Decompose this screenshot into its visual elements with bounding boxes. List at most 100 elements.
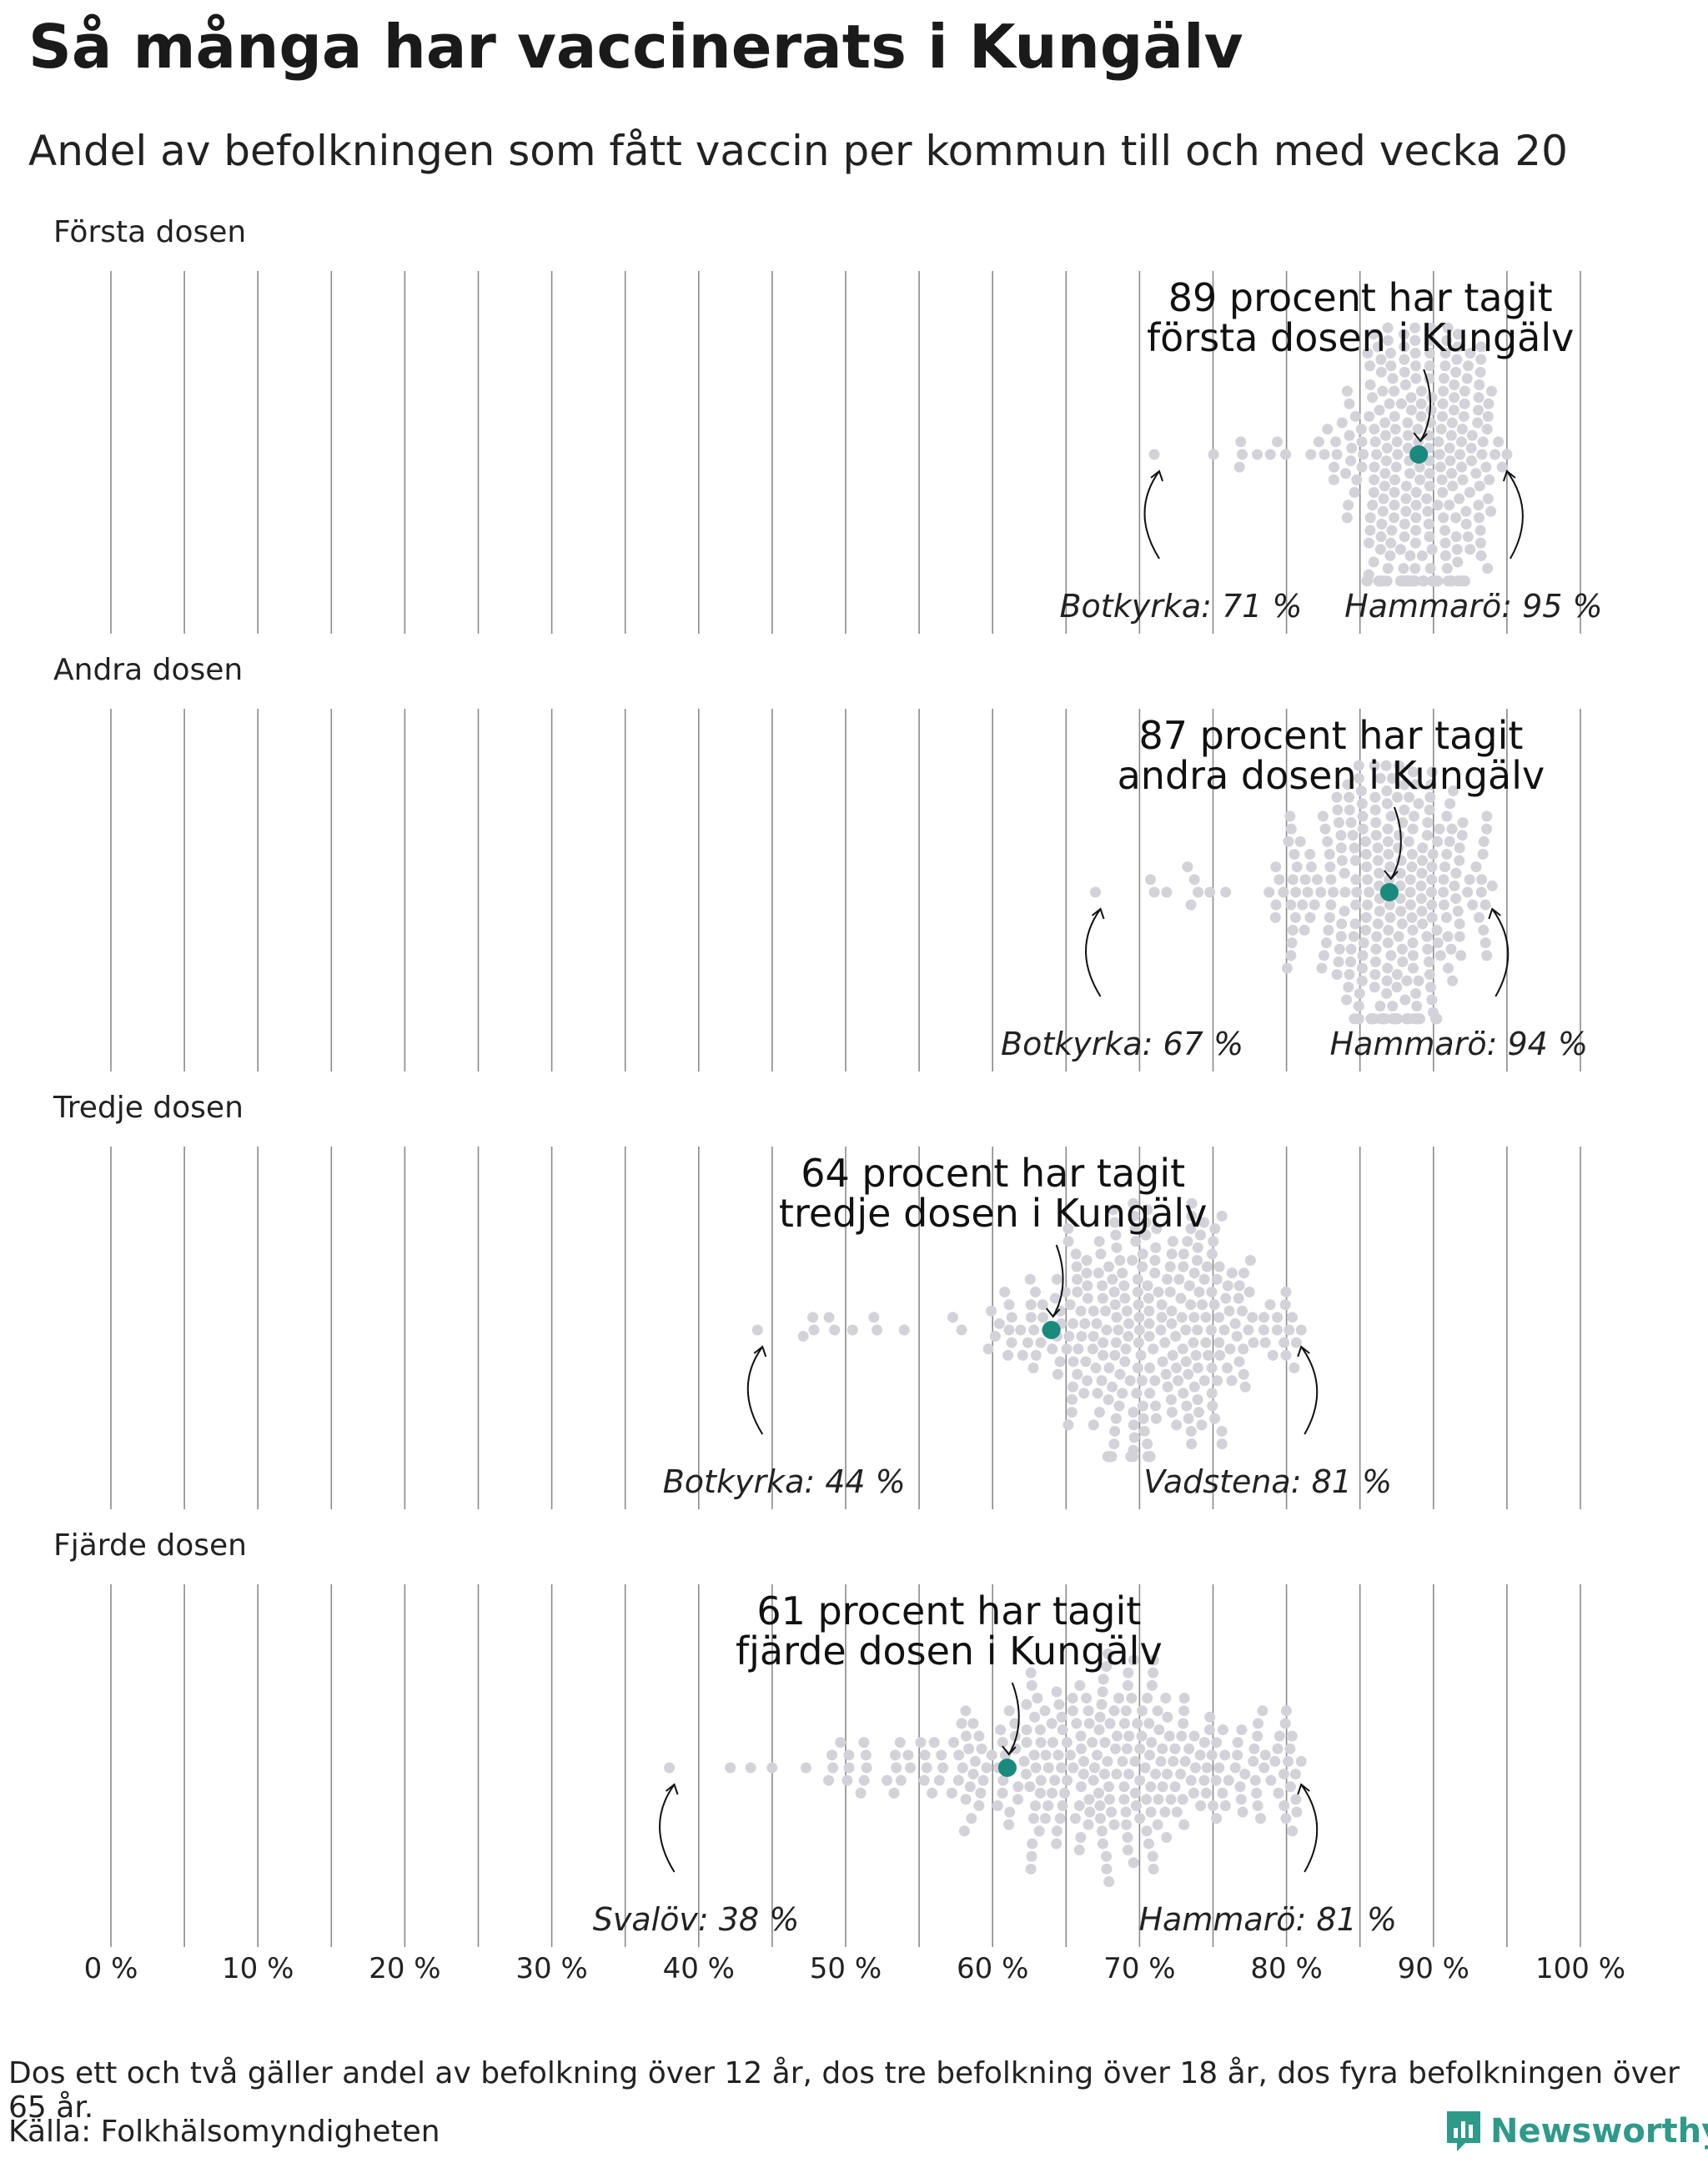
swarm-dot: [1051, 1686, 1062, 1698]
swarm-dot: [1418, 575, 1429, 587]
swarm-dot: [1239, 1381, 1251, 1393]
swarm-dot: [1171, 1363, 1183, 1374]
swarm-dot: [1258, 1324, 1269, 1336]
swarm-dot: [1322, 836, 1334, 847]
swarm-dot: [1209, 1223, 1221, 1235]
swarm-dot: [1496, 461, 1508, 473]
swarm-dot: [1392, 1013, 1404, 1025]
swarm-dot: [1098, 1769, 1110, 1780]
swarm-dot: [1369, 461, 1380, 473]
swarm-dot: [1248, 1337, 1259, 1348]
swarm-dot: [1417, 918, 1429, 930]
swarm-dot: [1354, 987, 1365, 999]
swarm-dot: [1372, 855, 1384, 866]
swarm-dot: [1232, 1737, 1243, 1749]
swarm-dot: [1362, 899, 1374, 911]
swarm-dot: [1447, 480, 1459, 492]
swarm-dot: [1406, 911, 1418, 923]
swarm-dot: [1092, 1749, 1103, 1761]
swarm-dot: [1325, 874, 1337, 886]
swarm-dot: [1021, 1737, 1032, 1749]
swarm-dot: [1434, 449, 1445, 460]
swarm-dot: [1081, 1267, 1093, 1279]
swarm-dot: [1375, 354, 1387, 365]
swarm-dot: [1248, 1743, 1260, 1754]
x-tick-label: 80 %: [1250, 1952, 1322, 1985]
swarm-dot: [1233, 1356, 1245, 1368]
swarm-dot: [1051, 1825, 1062, 1837]
swarm-dot: [1362, 874, 1374, 886]
swarm-dot: [1082, 1292, 1093, 1304]
swarm-dot: [1054, 1356, 1066, 1368]
swarm-dot: [1097, 1280, 1108, 1292]
swarm-dot: [1082, 1280, 1093, 1292]
swarm-dot: [808, 1324, 820, 1336]
swarm-dot: [1483, 398, 1494, 409]
swarm-dot: [1217, 1724, 1228, 1735]
swarm-dot: [1442, 322, 1454, 334]
swarm-dot: [1238, 1343, 1249, 1355]
swarm-dot: [1372, 341, 1384, 353]
swarm-dot: [1233, 1280, 1245, 1292]
swarm-dot: [1128, 1432, 1140, 1443]
swarm-dot: [1474, 537, 1486, 549]
swarm-dot: [964, 1781, 976, 1793]
swarm-dot: [1176, 1312, 1188, 1323]
swarm-dot: [1389, 410, 1400, 422]
swarm-dot: [1205, 1324, 1217, 1336]
swarm-dot: [1409, 334, 1421, 346]
brand-logo[interactable]: Newsworthy: [1445, 2106, 1708, 2156]
swarm-dot: [1134, 1774, 1146, 1786]
swarm-dot: [1396, 943, 1408, 955]
swarm-dot: [1441, 810, 1453, 822]
swarm-dot: [1194, 1749, 1206, 1761]
swarm-dot: [1348, 931, 1359, 942]
swarm-dot: [1360, 836, 1372, 847]
swarm-dot: [1466, 455, 1478, 467]
swarm-dot: [1416, 855, 1428, 866]
swarm-dot: [1143, 1305, 1155, 1317]
swarm-dot: [835, 1737, 846, 1749]
swarm-dot: [1289, 1769, 1301, 1780]
swarm-dot: [1341, 512, 1353, 524]
swarm-dot: [1203, 1724, 1215, 1735]
swarm-dot: [1148, 449, 1160, 460]
swarm-dot: [1120, 1343, 1132, 1355]
swarm-dot: [1157, 1781, 1168, 1793]
swarm-dot: [1140, 1229, 1152, 1241]
swarm-dot: [1062, 1774, 1073, 1786]
swarm-dot: [1198, 1737, 1210, 1749]
swarm-dot: [1039, 1705, 1051, 1717]
swarm-dot: [1003, 1299, 1015, 1311]
swarm-dot: [1450, 366, 1462, 378]
swarm-dot: [1090, 886, 1102, 898]
swarm-dot: [1130, 1800, 1142, 1812]
swarm-dot: [1331, 791, 1343, 803]
swarm-dot: [1164, 1261, 1176, 1272]
swarm-dot: [1432, 937, 1444, 949]
swarm-dot: [1056, 1762, 1068, 1774]
swarm-dot: [1137, 1261, 1148, 1272]
swarm-dot: [1409, 360, 1421, 372]
x-tick-label: 10 %: [222, 1952, 294, 1985]
swarm-dot: [846, 1324, 858, 1336]
swarm-dot: [1397, 956, 1409, 967]
highlight-arrowhead: [1002, 1745, 1017, 1756]
swarm-dot: [1123, 1331, 1134, 1342]
swarm-dot: [1047, 1787, 1058, 1799]
swarm-dot: [1424, 981, 1436, 993]
swarm-dot: [1101, 1863, 1113, 1874]
swarm-dot: [1027, 1838, 1038, 1849]
swarm-dot: [1404, 874, 1416, 886]
swarm-dot: [1448, 404, 1459, 416]
min-arrowhead: [665, 1783, 679, 1795]
swarm-dot: [1232, 1749, 1243, 1761]
swarm-dot: [1442, 931, 1454, 942]
swarm-dot: [1387, 1001, 1399, 1012]
swarm-dot: [1399, 994, 1411, 1006]
swarm-dot: [933, 1774, 945, 1786]
swarm-dot: [1183, 1280, 1195, 1292]
swarm-dot: [1372, 842, 1384, 854]
swarm-dot: [1343, 981, 1354, 993]
swarm-dot: [1012, 1781, 1024, 1793]
